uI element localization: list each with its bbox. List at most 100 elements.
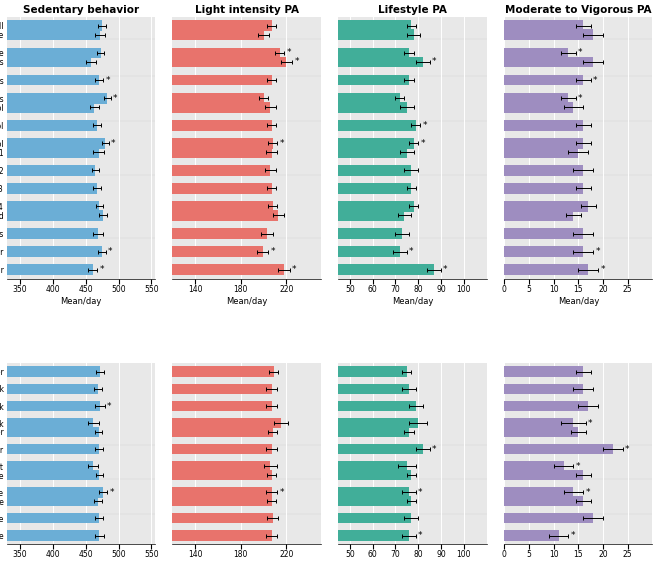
Text: *: * bbox=[578, 94, 583, 103]
Bar bbox=[236, 461, 407, 472]
Bar bbox=[173, 165, 270, 176]
Bar bbox=[7, 427, 99, 437]
Bar bbox=[173, 210, 279, 221]
Bar bbox=[338, 513, 411, 523]
Bar bbox=[36, 138, 273, 149]
Bar bbox=[36, 487, 272, 498]
Text: *: * bbox=[595, 247, 600, 256]
Bar bbox=[236, 427, 409, 437]
Bar bbox=[338, 210, 405, 221]
Text: *: * bbox=[443, 265, 447, 274]
Bar bbox=[7, 487, 103, 498]
Bar bbox=[36, 461, 270, 472]
Bar bbox=[36, 470, 272, 480]
Bar bbox=[173, 147, 272, 158]
Bar bbox=[0, 165, 96, 176]
Bar bbox=[338, 401, 416, 411]
Text: *: * bbox=[575, 462, 580, 471]
Bar bbox=[0, 138, 105, 149]
Bar bbox=[7, 102, 94, 113]
Title: Light intensity PA: Light intensity PA bbox=[194, 4, 299, 15]
Bar bbox=[7, 119, 98, 131]
Bar bbox=[504, 75, 583, 85]
Bar bbox=[236, 210, 405, 221]
Bar bbox=[36, 20, 272, 31]
Bar bbox=[36, 228, 267, 239]
Bar bbox=[504, 48, 569, 58]
Bar bbox=[236, 496, 411, 506]
Bar bbox=[173, 401, 272, 411]
Bar bbox=[338, 530, 409, 541]
Text: *: * bbox=[588, 419, 592, 428]
Bar bbox=[338, 246, 400, 257]
Bar bbox=[338, 165, 411, 176]
Text: *: * bbox=[108, 247, 113, 256]
Bar bbox=[173, 496, 272, 506]
Bar bbox=[504, 513, 593, 523]
Text: *: * bbox=[571, 531, 575, 540]
Bar bbox=[338, 30, 414, 40]
Bar bbox=[504, 20, 583, 31]
Bar bbox=[173, 93, 264, 104]
Bar bbox=[504, 138, 583, 149]
Bar bbox=[236, 20, 411, 31]
Bar bbox=[0, 530, 100, 541]
Bar bbox=[0, 20, 102, 31]
Bar bbox=[173, 48, 279, 58]
Bar bbox=[236, 147, 407, 158]
Text: *: * bbox=[593, 76, 598, 85]
Bar bbox=[0, 513, 100, 523]
Bar bbox=[36, 183, 272, 194]
Bar bbox=[173, 75, 272, 85]
Bar bbox=[504, 201, 588, 212]
Bar bbox=[7, 496, 98, 506]
Bar bbox=[36, 57, 287, 67]
Bar bbox=[0, 183, 97, 194]
Bar bbox=[7, 228, 98, 239]
Bar bbox=[173, 461, 270, 472]
Bar bbox=[36, 119, 272, 131]
Bar bbox=[0, 30, 100, 40]
Bar bbox=[36, 264, 284, 275]
Bar bbox=[173, 264, 284, 275]
Bar bbox=[338, 183, 411, 194]
Bar bbox=[504, 246, 583, 257]
Bar bbox=[36, 384, 272, 394]
Bar bbox=[338, 119, 416, 131]
Bar bbox=[36, 530, 272, 541]
Bar bbox=[338, 444, 422, 454]
Bar bbox=[7, 401, 100, 411]
Bar bbox=[36, 93, 264, 104]
Bar bbox=[36, 147, 272, 158]
Bar bbox=[236, 264, 434, 275]
Bar bbox=[236, 48, 409, 58]
Bar bbox=[7, 147, 99, 158]
Bar bbox=[338, 138, 414, 149]
Bar bbox=[173, 444, 272, 454]
Bar bbox=[504, 119, 583, 131]
Bar bbox=[0, 384, 98, 394]
Text: *: * bbox=[420, 139, 425, 148]
Bar bbox=[338, 93, 400, 104]
Bar bbox=[173, 183, 272, 194]
Bar bbox=[504, 147, 579, 158]
Bar bbox=[7, 30, 100, 40]
Bar bbox=[236, 384, 409, 394]
Bar bbox=[0, 264, 93, 275]
Bar bbox=[7, 530, 100, 541]
Bar bbox=[236, 228, 402, 239]
Bar bbox=[36, 427, 273, 437]
Bar bbox=[338, 264, 434, 275]
Bar bbox=[338, 102, 407, 113]
Bar bbox=[36, 30, 264, 40]
Bar bbox=[0, 228, 98, 239]
Text: *: * bbox=[585, 488, 590, 497]
Bar bbox=[504, 165, 583, 176]
Text: *: * bbox=[422, 121, 427, 130]
Text: *: * bbox=[287, 48, 291, 57]
Bar bbox=[236, 401, 416, 411]
Text: *: * bbox=[107, 402, 111, 411]
Bar bbox=[0, 48, 101, 58]
Bar bbox=[236, 201, 414, 212]
Text: *: * bbox=[109, 488, 114, 497]
